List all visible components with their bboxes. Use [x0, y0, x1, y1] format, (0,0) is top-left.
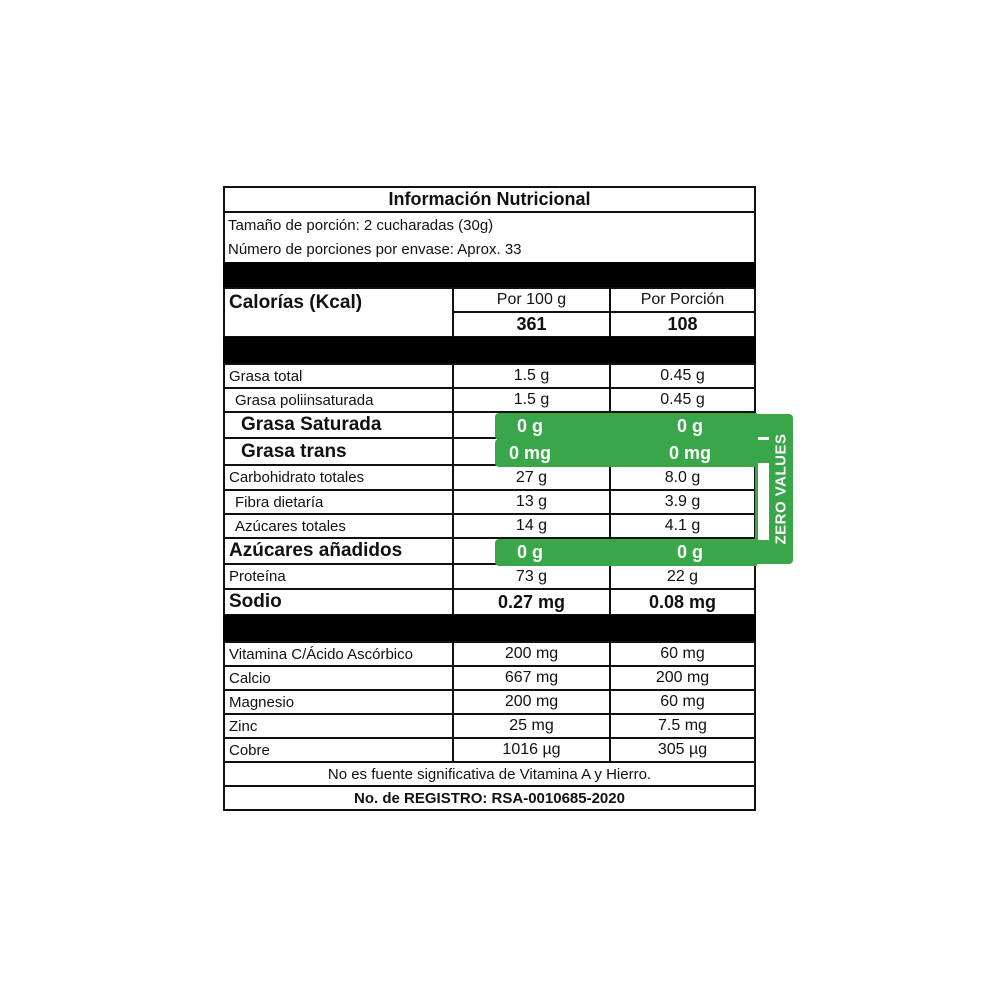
- per-100g-value: 200 mg: [452, 641, 611, 667]
- nutrient-label: Grasa poliinsaturada: [223, 387, 454, 413]
- per-100g-value: 0 mg: [508, 442, 551, 463]
- calories-col1-header: Por 100 g: [452, 287, 611, 313]
- nutrient-label: Calcio: [223, 665, 454, 691]
- zero-value-highlight: 0 g 0 g: [495, 413, 757, 440]
- nutrient-label: Carbohidrato totales: [223, 464, 454, 491]
- nutrient-label: Fibra dietaría: [223, 489, 454, 515]
- label-title: Información Nutricional: [223, 186, 756, 213]
- zero-value-highlight: 0 mg 0 mg: [495, 439, 757, 467]
- per-serving-value: 7.5 mg: [609, 713, 756, 739]
- nutrient-label: Magnesio: [223, 689, 454, 715]
- per-serving-value: 0 g: [676, 416, 703, 436]
- per-serving-value: 60 mg: [609, 641, 756, 667]
- servings-per-container: Número de porciones por envase: Aprox. 3…: [228, 241, 522, 258]
- zero-value-highlight: 0 g 0 g: [495, 539, 757, 566]
- per-serving-value: 0 mg: [668, 442, 711, 463]
- footnote: No es fuente significativa de Vitamina A…: [223, 761, 756, 787]
- per-serving-value: 0 g: [676, 542, 703, 562]
- per-100g-value: 13 g: [452, 489, 611, 515]
- divider-band: [223, 337, 756, 364]
- per-100g-value: 1.5 g: [452, 363, 611, 389]
- per-serving-value: 200 mg: [609, 665, 756, 691]
- nutrient-label: Vitamina C/Ácido Ascórbico: [223, 641, 454, 667]
- per-100g-value: 27 g: [452, 464, 611, 491]
- nutrient-label: Grasa Saturada: [223, 411, 454, 439]
- nutrient-label: Azúcares añadidos: [223, 537, 454, 565]
- nutrient-label: Sodio: [223, 588, 454, 616]
- per-100g-value: 0 g: [516, 416, 543, 436]
- per-serving-value: 4.1 g: [609, 513, 756, 539]
- nutrient-label: Zinc: [223, 713, 454, 739]
- per-100g-value: 14 g: [452, 513, 611, 539]
- nutrient-label: Cobre: [223, 737, 454, 763]
- per-serving-value: 305 µg: [609, 737, 756, 763]
- serving-size: Tamaño de porción: 2 cucharadas (30g): [228, 217, 494, 234]
- per-serving-value: 0.08 mg: [609, 588, 756, 616]
- nutrient-label: Grasa trans: [223, 437, 454, 466]
- per-100g-value: 1016 µg: [452, 737, 611, 763]
- per-100g-value: 200 mg: [452, 689, 611, 715]
- calories-col1-value: 361: [452, 311, 611, 338]
- nutrient-label: Grasa total: [223, 363, 454, 389]
- nutrient-label: Proteína: [223, 563, 454, 590]
- per-100g-value: 25 mg: [452, 713, 611, 739]
- per-100g-value: 667 mg: [452, 665, 611, 691]
- bracket-gap: [758, 437, 769, 440]
- divider-band: [223, 615, 756, 642]
- zero-values-text: ZERO VALUES: [772, 433, 790, 545]
- per-serving-value: 3.9 g: [609, 489, 756, 515]
- calories-label: Calorías (Kcal): [223, 287, 454, 338]
- per-100g-value: 0.27 mg: [452, 588, 611, 616]
- calories-col2-value: 108: [609, 311, 756, 338]
- registration-number: No. de REGISTRO: RSA-0010685-2020: [223, 785, 756, 811]
- per-serving-value: 0.45 g: [609, 387, 756, 413]
- per-serving-value: 8.0 g: [609, 464, 756, 491]
- calories-col2-header: Por Porción: [609, 287, 756, 313]
- per-serving-value: 60 mg: [609, 689, 756, 715]
- divider-band: [223, 262, 756, 288]
- per-serving-value: 0.45 g: [609, 363, 756, 389]
- per-serving-value: 22 g: [609, 563, 756, 590]
- bracket-gap: [758, 463, 769, 540]
- nutrient-label: Azúcares totales: [223, 513, 454, 539]
- per-100g-value: 1.5 g: [452, 387, 611, 413]
- per-100g-value: 73 g: [452, 563, 611, 590]
- per-100g-value: 0 g: [516, 542, 543, 562]
